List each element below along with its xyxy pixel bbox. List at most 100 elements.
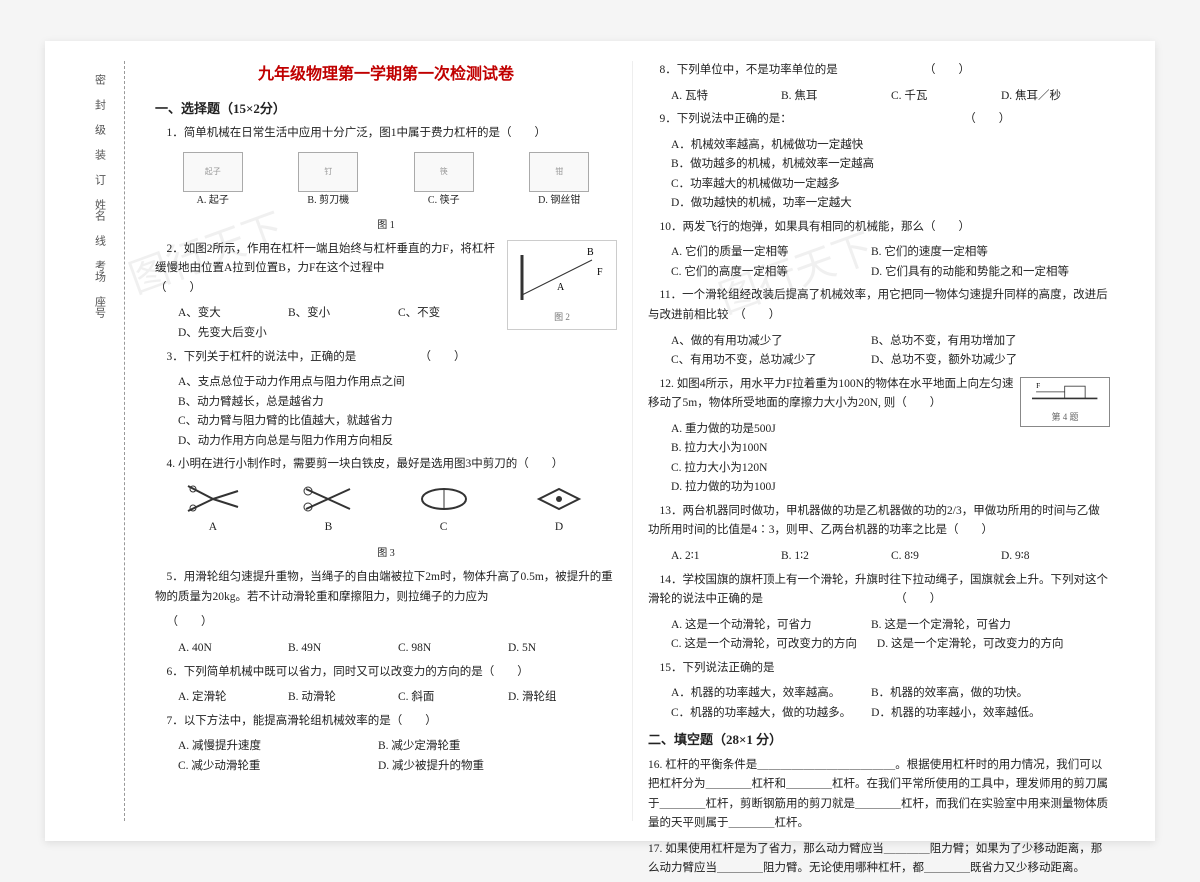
opt: C、动力臂与阻力臂的比值越大，就越省力 xyxy=(178,412,617,432)
opt: C. 98N xyxy=(398,639,488,659)
q15-text: 15．下列说法正确的是 xyxy=(648,659,1110,679)
opt: C．功率越大的机械做功一定越多 xyxy=(671,175,1110,195)
field-label: 级 xyxy=(92,124,108,135)
opt-d: D. 钢丝钳 xyxy=(529,192,589,209)
opt: B、动力臂越长，总是越省力 xyxy=(178,393,617,413)
opt: B. 这是一个定滑轮，可省力 xyxy=(871,616,1051,636)
page-left: 九年级物理第一学期第一次检测试卷 一、选择题（15×2分） 1．简单机械在日常生… xyxy=(140,61,633,821)
svg-text:F: F xyxy=(1036,380,1040,389)
q8-options: A. 瓦特 B. 焦耳 C. 千瓦 D. 焦耳／秒 xyxy=(671,87,1110,107)
page-right: 8．下列单位中，不是功率单位的是 （ ） A. 瓦特 B. 焦耳 C. 千瓦 D… xyxy=(633,61,1125,821)
q9-text: 9．下列说法中正确的是： （ ） xyxy=(648,110,1110,130)
opt: A、支点总位于动力作用点与阻力作用点之间 xyxy=(178,373,617,393)
fig-screwdriver: 起子 xyxy=(183,152,243,192)
scissors-b-icon xyxy=(298,481,358,516)
opt: C. 这是一个动滑轮，可改变力的方向 xyxy=(671,635,857,655)
fig3-caption: 图 3 xyxy=(155,545,617,562)
lbl: D xyxy=(555,518,563,538)
opt: B. 它们的速度一定相等 xyxy=(871,243,1051,263)
opt: D. 减少被提升的物重 xyxy=(378,757,558,777)
q6-text: 6．下列简单机械中既可以省力，同时又可以改变力的方向的是（ ） xyxy=(155,663,617,683)
q3-options: A、支点总位于动力作用点与阻力作用点之间 B、动力臂越长，总是越省力 C、动力臂… xyxy=(178,373,617,451)
q2-options: A、变大 B、变小 C、不变 D、先变大后变小 xyxy=(178,304,499,343)
q14-text: 14．学校国旗的旗杆顶上有一个滑轮，升旗时往下拉动绳子，国旗就会上升。下列对这个… xyxy=(648,571,1110,610)
opt: A. 这是一个动滑轮，可省力 xyxy=(671,616,851,636)
opt: D. 焦耳／秒 xyxy=(1001,87,1091,107)
opt: A. 减慢提升速度 xyxy=(178,737,358,757)
q4-scissors xyxy=(155,481,617,516)
opt: D. 这是一个定滑轮，可改变力的方向 xyxy=(877,635,1064,655)
q5-blank: （ ） xyxy=(155,613,617,633)
q17-text: 17. 如果使用杠杆是为了省力，那么动力臂应当＿＿＿＿阻力臂；如果为了少移动距离… xyxy=(648,840,1110,879)
fig-stapler: 钉 xyxy=(298,152,358,192)
q3-text: 3．下列关于杠杆的说法中，正确的是 （ ） xyxy=(155,348,617,368)
q13-text: 13．两台机器同时做功，甲机器做的功是乙机器做的功的2/3，甲做功所用的时间与乙… xyxy=(648,502,1110,541)
opt-b: B. 剪刀機 xyxy=(298,192,358,209)
q7-text: 7．以下方法中，能提高滑轮组机械效率的是（ ） xyxy=(155,712,617,732)
opt: C、不变 xyxy=(398,304,488,324)
opt: A. 2∶1 xyxy=(671,547,761,567)
scissors-c-icon xyxy=(414,481,474,516)
seal-char: 封 xyxy=(92,99,108,110)
opt: B、变小 xyxy=(288,304,378,324)
opt: D．做功越快的机械，功率一定越大 xyxy=(671,194,1110,214)
q5-options: A. 40N B. 49N C. 98N D. 5N xyxy=(178,639,617,659)
opt: C、有用功不变，总功减少了 xyxy=(671,351,851,371)
lbl: C xyxy=(440,518,448,538)
opt: A、做的有用功减少了 xyxy=(671,332,851,352)
opt: D、总功不变，额外功减少了 xyxy=(871,351,1051,371)
opt: C. 减少动滑轮重 xyxy=(178,757,358,777)
binding-margin: 密 封 级 装 订 姓名 线 考场 座号 xyxy=(75,61,125,821)
opt: B、总功不变，有用功增加了 xyxy=(871,332,1051,352)
opt: A、变大 xyxy=(178,304,268,324)
opt: A. 重力做的功是500J xyxy=(671,420,1014,440)
opt: B. 减少定滑轮重 xyxy=(378,737,558,757)
seal-char: 装 xyxy=(92,149,108,160)
opt: C. 斜面 xyxy=(398,688,488,708)
svg-text:A: A xyxy=(557,282,565,293)
opt: A. 它们的质量一定相等 xyxy=(671,243,851,263)
opt: C．机器的功率越大，做的功越多。 xyxy=(671,704,851,724)
opt: A．机械效率越高，机械做功一定越快 xyxy=(671,136,1110,156)
opt: A. 瓦特 xyxy=(671,87,761,107)
seal-char: 线 xyxy=(92,235,108,246)
q1-figure-row: 起子A. 起子 钉B. 剪刀機 筷C. 筷子 钳D. 钢丝钳 xyxy=(155,152,617,209)
fig-chopsticks: 筷 xyxy=(414,152,474,192)
opt: B. 49N xyxy=(288,639,378,659)
q11-options: A、做的有用功减少了 B、总功不变，有用功增加了 C、有用功不变，总功减少了 D… xyxy=(671,332,1110,371)
q9-options: A．机械效率越高，机械做功一定越快 B．做功越多的机械，机械效率一定越高 C．功… xyxy=(671,136,1110,214)
opt: B．做功越多的机械，机械效率一定越高 xyxy=(671,155,1110,175)
lbl: B xyxy=(325,518,333,538)
section-2-header: 二、填空题（28×1 分） xyxy=(648,729,1110,751)
q4-text: 4. 小明在进行小制作时，需要剪一块白铁皮，最好是选用图3中剪刀的（ ） xyxy=(155,455,617,475)
opt: D. 5N xyxy=(508,639,598,659)
opt: B. 焦耳 xyxy=(781,87,871,107)
seal-char: 密 xyxy=(92,74,108,85)
field-label: 考场 xyxy=(92,260,108,282)
opt: D. 9∶8 xyxy=(1001,547,1091,567)
opt-c: C. 筷子 xyxy=(414,192,474,209)
opt: C. 千瓦 xyxy=(891,87,981,107)
fig4-block: F 第 4 题 xyxy=(1020,377,1110,427)
scissors-d-icon xyxy=(529,481,589,516)
q7-options: A. 减慢提升速度 B. 减少定滑轮重 C. 减少动滑轮重 D. 减少被提升的物… xyxy=(178,737,617,776)
opt: D. 拉力做的功为100J xyxy=(671,478,1014,498)
opt: A. 40N xyxy=(178,639,268,659)
opt: D. 滑轮组 xyxy=(508,688,598,708)
q6-options: A. 定滑轮 B. 动滑轮 C. 斜面 D. 滑轮组 xyxy=(178,688,617,708)
seal-char: 订 xyxy=(92,174,108,185)
q8-text: 8．下列单位中，不是功率单位的是 （ ） xyxy=(648,61,1110,81)
opt: A. 定滑轮 xyxy=(178,688,268,708)
opt: D. 它们具有的动能和势能之和一定相等 xyxy=(871,263,1069,283)
opt: B. 1∶2 xyxy=(781,547,871,567)
q10-options: A. 它们的质量一定相等 B. 它们的速度一定相等 C. 它们的高度一定相等 D… xyxy=(671,243,1110,282)
svg-text:B: B xyxy=(587,247,594,258)
q10-text: 10．两发飞行的炮弹，如果具有相同的机械能，那么（ ） xyxy=(648,218,1110,238)
opt: B. 拉力大小为100N xyxy=(671,439,1014,459)
q5-text: 5．用滑轮组匀速提升重物，当绳子的自由端被拉下2m时，物体升高了0.5m，被提升… xyxy=(155,568,617,607)
opt: C. 8∶9 xyxy=(891,547,981,567)
opt: B．机器的效率高，做的功快。 xyxy=(871,684,1051,704)
opt: D、先变大后变小 xyxy=(178,324,268,344)
svg-text:F: F xyxy=(597,267,603,278)
fig-pliers: 钳 xyxy=(529,152,589,192)
